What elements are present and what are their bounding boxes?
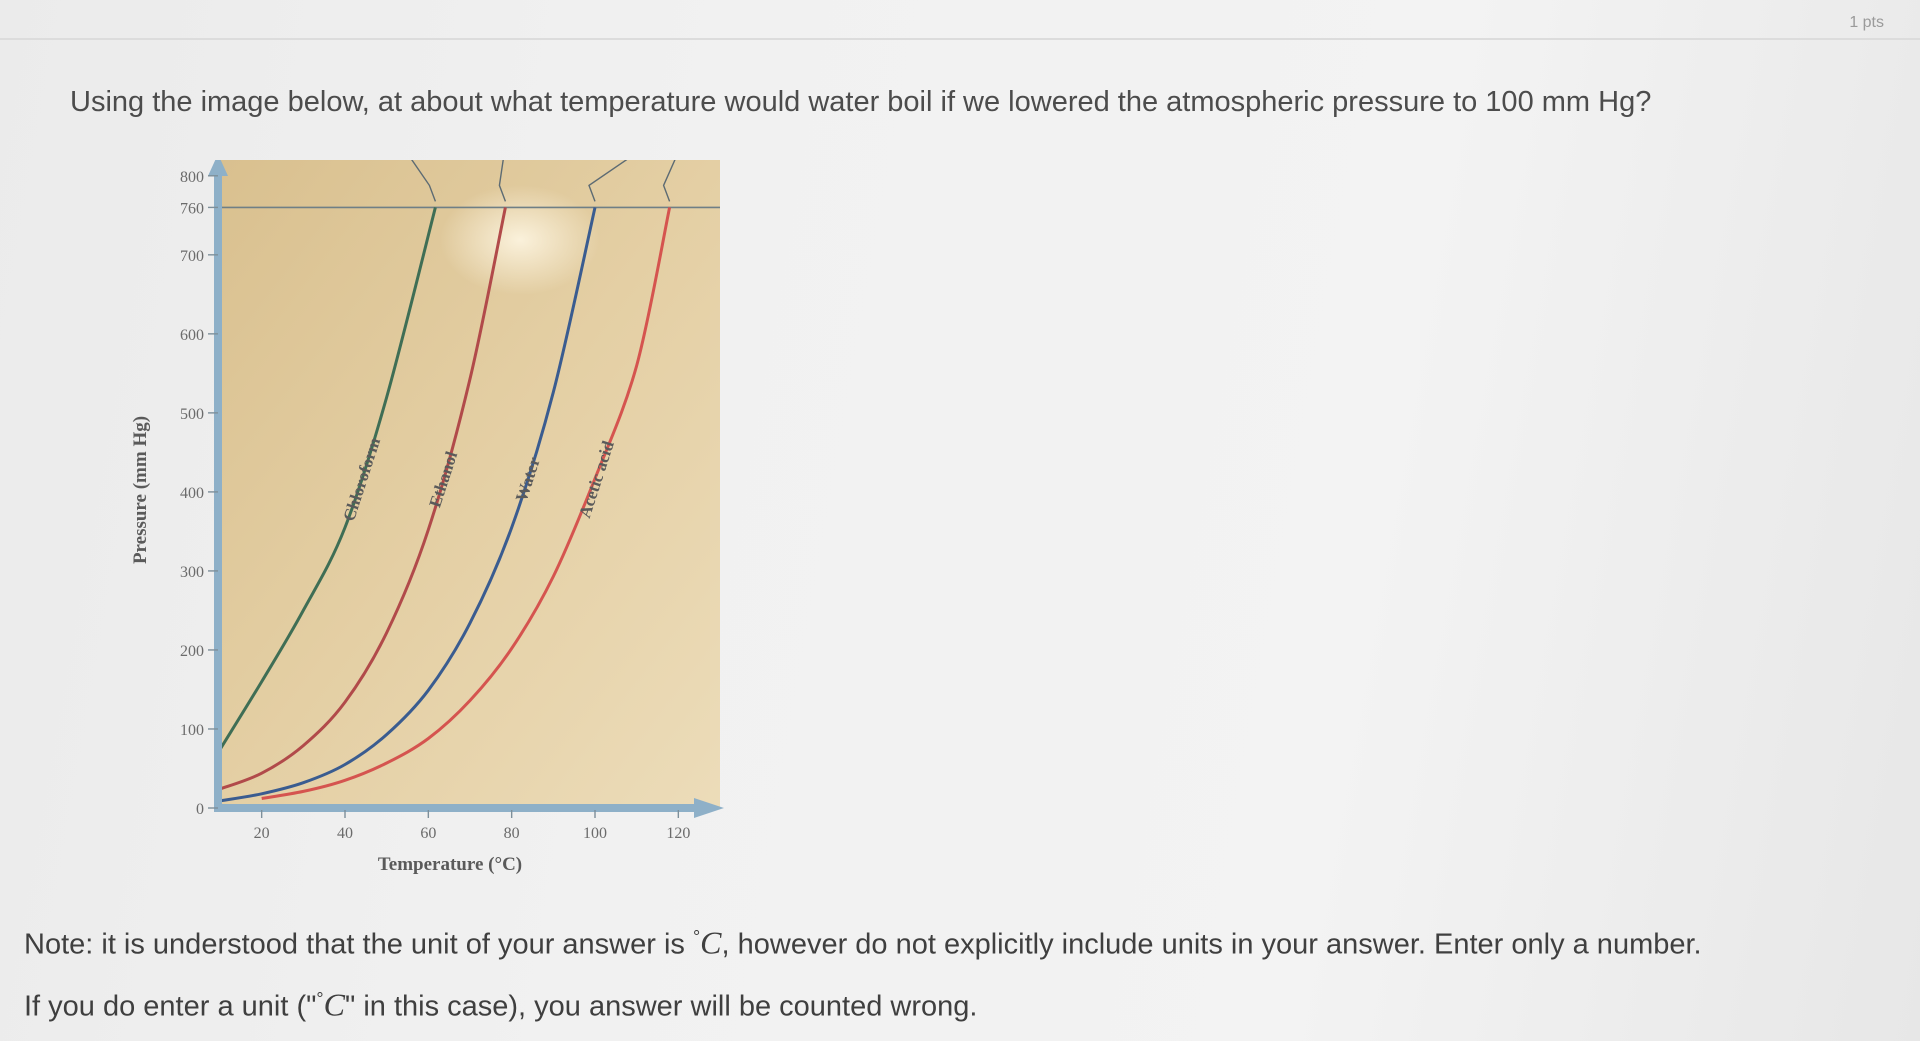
y-tick-label-600: 600 — [180, 327, 204, 344]
glare-highlight — [440, 185, 600, 295]
y-tick-label-400: 400 — [180, 485, 204, 502]
y-tick-label-500: 500 — [180, 406, 204, 423]
y-tick-label-200: 200 — [180, 643, 204, 660]
y-tick-label-300: 300 — [180, 564, 204, 581]
unit-symbol-2: C — [323, 986, 345, 1023]
y-tick-label-700: 700 — [180, 248, 204, 265]
y-tick-label-760: 760 — [180, 200, 204, 217]
curve-acetic-acid — [261, 207, 672, 800]
x-tick-label-60: 60 — [420, 825, 436, 842]
note-line-2-start: If you do enter a unit (" — [24, 990, 317, 1023]
x-axis-title: Temperature (°C) — [378, 854, 522, 875]
degree-symbol: ° — [692, 927, 701, 947]
unit-symbol: C — [700, 924, 722, 961]
bp-pointer-water — [588, 160, 628, 202]
x-axis-arrow — [694, 798, 724, 818]
x-axis-line — [214, 804, 694, 812]
vapor-pressure-chart: Chloroform61.7°CEthanol78.5°CWater100.0°… — [130, 160, 724, 875]
question-text: Using the image below, at about what tem… — [70, 86, 1652, 118]
x-tick-label-100: 100 — [583, 825, 607, 842]
bp-pointer-ethanol — [498, 160, 507, 202]
x-tick-label-80: 80 — [504, 825, 520, 842]
note-block: Note: it is understood that the unit of … — [24, 910, 1904, 1033]
y-tick-label-0: 0 — [196, 801, 204, 818]
bp-pointer-chloroform — [411, 160, 437, 202]
y-axis-arrow — [208, 160, 228, 176]
note-line-1: Note: it is understood that the unit of … — [24, 910, 1904, 972]
top-divider — [0, 0, 1920, 40]
curve-ethanol — [219, 207, 507, 791]
degree-symbol-2: ° — [316, 988, 324, 1009]
y-tick-label-100: 100 — [180, 722, 204, 739]
x-tick-label-40: 40 — [337, 825, 353, 842]
note-line-1-start: Note: it is understood that the unit of … — [24, 928, 693, 961]
y-axis-title: Pressure (mm Hg) — [130, 416, 151, 564]
y-tick-label-800: 800 — [180, 169, 204, 186]
note-line-1-end: , however do not explicitly include unit… — [721, 928, 1702, 961]
curve-water — [219, 207, 597, 803]
x-tick-label-20: 20 — [254, 825, 270, 842]
note-line-2-end: " in this case), you answer will be coun… — [344, 990, 978, 1023]
bp-pointer-acetic-acid — [662, 160, 676, 202]
x-tick-label-120: 120 — [666, 825, 690, 842]
y-axis-line — [214, 174, 222, 808]
note-line-2: If you do enter a unit ("°C" in this cas… — [24, 972, 1904, 1034]
curve-chloroform — [218, 207, 437, 751]
points-label: 1 pts — [1849, 14, 1884, 31]
